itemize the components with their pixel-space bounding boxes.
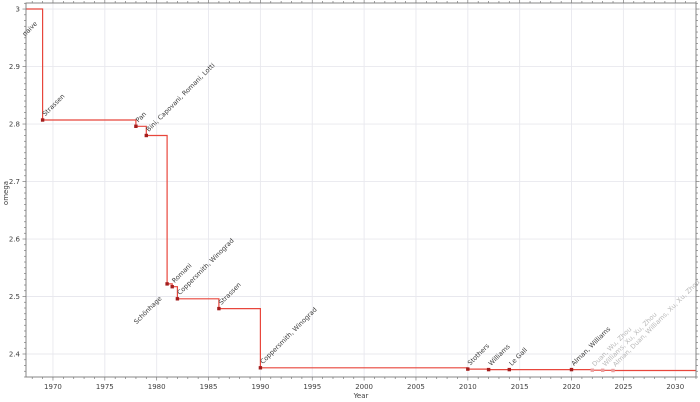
y-tick-label: 2.5	[9, 293, 20, 301]
data-point	[258, 366, 263, 370]
data-point	[569, 367, 574, 372]
data-point	[175, 297, 180, 301]
x-tick-label: 1990	[251, 383, 269, 391]
data-point	[134, 124, 138, 128]
x-tick-label: 2015	[511, 383, 529, 391]
data-point	[590, 368, 594, 372]
x-tick-label: 1980	[148, 383, 166, 391]
y-tick-label: 3	[16, 6, 20, 14]
data-point	[40, 118, 45, 122]
data-point	[144, 133, 148, 138]
omega-step-line	[26, 8, 696, 372]
data-point	[466, 367, 470, 371]
y-tick-label: 2.8	[9, 121, 20, 129]
x-tick-label: 1975	[96, 383, 114, 391]
y-axis-label: omega	[2, 181, 10, 205]
x-tick-label: 1970	[44, 383, 62, 391]
x-tick-label: 2025	[614, 383, 632, 391]
y-tick-label: 2.7	[9, 178, 20, 186]
data-point	[486, 367, 491, 372]
x-tick-label: 1995	[303, 383, 321, 391]
x-tick-label: 2000	[355, 383, 373, 391]
x-tick-label: 2020	[563, 383, 581, 391]
data-point	[165, 282, 169, 286]
data-point	[601, 368, 605, 372]
data-point	[507, 367, 511, 372]
data-point	[611, 368, 615, 373]
data-point	[217, 306, 221, 311]
plot-border	[25, 2, 697, 378]
y-tick-label: 2.6	[9, 236, 21, 244]
x-tick-label: 2030	[666, 383, 684, 391]
y-tick-label: 2.9	[9, 63, 20, 71]
data-point	[170, 285, 174, 289]
x-tick-label: 2005	[407, 383, 425, 391]
x-axis-label: Year	[353, 392, 369, 400]
y-tick-label: 2.4	[9, 351, 21, 359]
x-tick-label: 2010	[459, 383, 477, 391]
x-tick-label: 1985	[200, 383, 218, 391]
